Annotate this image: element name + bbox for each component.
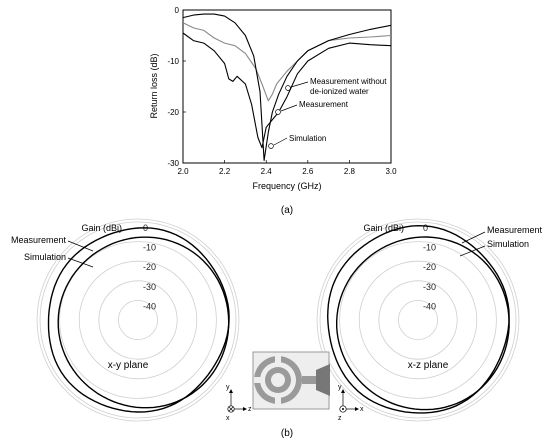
y-tick-labels: 0 -10 -20 -30	[167, 6, 179, 168]
legend-measurement-left: Measurement	[11, 235, 67, 245]
axis-label-x-right: x	[360, 406, 364, 413]
x-tick-label: 3.0	[385, 167, 397, 176]
annotation-marker-without	[285, 85, 291, 91]
y-tick-label: 0	[175, 6, 180, 15]
x-tick-label: 2.0	[177, 167, 189, 176]
polar-grid-ring	[118, 299, 159, 340]
x-tick-label: 2.4	[261, 167, 273, 176]
axis-label-y-left: y	[226, 384, 230, 391]
antenna-core	[271, 373, 285, 387]
y-tick-label: -20	[167, 108, 179, 117]
axis-cross-b	[228, 406, 234, 412]
series-line-2	[182, 32, 392, 149]
annotation-marker-measurement	[275, 109, 281, 115]
inset-axes-right: y x z	[338, 384, 364, 422]
polar-series-measurement	[326, 225, 510, 414]
polar-grid-ring	[59, 241, 217, 399]
antenna-slot-1	[275, 356, 281, 364]
plot-frame	[182, 9, 392, 164]
x-tick-label: 2.2	[219, 167, 231, 176]
axis-dot	[342, 408, 344, 410]
polar-tick-label: -30	[143, 282, 156, 292]
polar-grid-ring	[339, 241, 497, 399]
polar-grid-ring	[397, 299, 438, 340]
annotations: Measurement without de-ionized water Mea…	[268, 77, 387, 149]
polar-grid-ring	[319, 221, 517, 419]
axis-label-y-right: y	[338, 384, 342, 391]
legend-measurement-right: Measurement	[487, 225, 543, 235]
axis-label-z-left: z	[248, 406, 252, 413]
legend-simulation-right: Simulation	[487, 239, 529, 249]
annotation-measurement: Measurement	[299, 100, 349, 109]
polar-plot-xy: 0-10-20-30-40	[36, 218, 240, 422]
plane-label-xz: x-z plane	[408, 360, 449, 371]
series-line-3	[182, 13, 392, 161]
annotation-leader-without	[290, 81, 309, 88]
axis-arrowhead-z-left	[243, 407, 247, 411]
gain-label-left: Gain (dBi)	[81, 223, 122, 233]
annotation-leader-simulation	[273, 137, 288, 146]
y-tick-label: -10	[167, 57, 179, 66]
antenna-feedline	[302, 376, 316, 384]
x-tick-label: 2.6	[302, 167, 314, 176]
polar-outer-ring	[316, 218, 520, 422]
annotation-without-line1: Measurement without	[310, 77, 387, 86]
tick-marks	[182, 9, 392, 164]
polar-plot-xz: 0 -10 -20 -30 -40	[316, 218, 520, 422]
polar-tick-label: -20	[143, 262, 156, 272]
annotation-simulation: Simulation	[289, 134, 326, 143]
axis-label-x-left: x	[226, 415, 230, 422]
legend-arrow-simulation-right	[459, 245, 486, 257]
polar-series-simulation	[57, 236, 230, 409]
panel-label-a: (a)	[281, 205, 293, 216]
x-tick-labels: 2.0 2.2 2.4 2.6 2.8 3.0	[177, 167, 397, 176]
polar-series-measurement	[47, 227, 230, 413]
legend-arrow-measurement-right	[461, 231, 486, 244]
polar-tick-label: -10	[423, 243, 436, 253]
legend-simulation-left: Simulation	[24, 252, 66, 262]
inset-axes-left: y z x	[226, 384, 252, 422]
y-axis-label: Return loss (dB)	[149, 53, 159, 118]
polar-grid-ring	[39, 221, 237, 419]
series-lines	[182, 13, 392, 161]
annotation-leader-measurement	[280, 104, 298, 112]
polar-grid-ring	[358, 260, 478, 380]
annotation-without-line2: de-ionized water	[310, 87, 369, 96]
polar-grid-ring	[378, 280, 458, 360]
polar-tick-label: -30	[423, 282, 436, 292]
panel-label-b: (b)	[281, 428, 293, 439]
polar-tick-label: -40	[143, 301, 156, 311]
polar-grid-ring	[98, 280, 178, 360]
gain-label-right: Gain (dBi)	[363, 223, 404, 233]
polar-tick-label: -40	[423, 301, 436, 311]
legend-arrow-simulation-left	[67, 257, 94, 268]
legend-arrow-measurement-left	[67, 240, 94, 252]
polar-grid-ring	[78, 260, 198, 380]
axis-arrowhead-y-left	[229, 389, 233, 393]
x-axis-label: Frequency (GHz)	[252, 181, 321, 191]
antenna-connector	[316, 364, 330, 396]
annotation-marker-simulation	[268, 143, 274, 149]
plane-label-xy: x-y plane	[108, 360, 149, 371]
antenna-inset-icon	[252, 351, 330, 410]
polar-tick-label: -10	[143, 243, 156, 253]
axis-arrowhead-y-right	[341, 389, 345, 393]
antenna-slot-3	[254, 377, 262, 383]
axis-label-z-right: z	[338, 415, 342, 422]
polar-tick-label: -20	[423, 262, 436, 272]
polar-tick-label: 0	[423, 223, 428, 233]
y-tick-label: -30	[167, 159, 179, 168]
x-tick-label: 2.8	[344, 167, 356, 176]
polar-outer-ring	[36, 218, 240, 422]
axis-arrowhead-x-right	[355, 407, 359, 411]
return-loss-chart: 2.0 2.2 2.4 2.6 2.8 3.0 0 -10 -20 -30 Frequency …	[149, 6, 397, 216]
radiation-patterns: 0 -10 -20 -30 -40 0 -10 -20 -30 -40 Gain (dBi) x…	[11, 218, 543, 439]
antenna-slot-2	[275, 396, 281, 404]
polar-series-simulation	[336, 236, 510, 411]
